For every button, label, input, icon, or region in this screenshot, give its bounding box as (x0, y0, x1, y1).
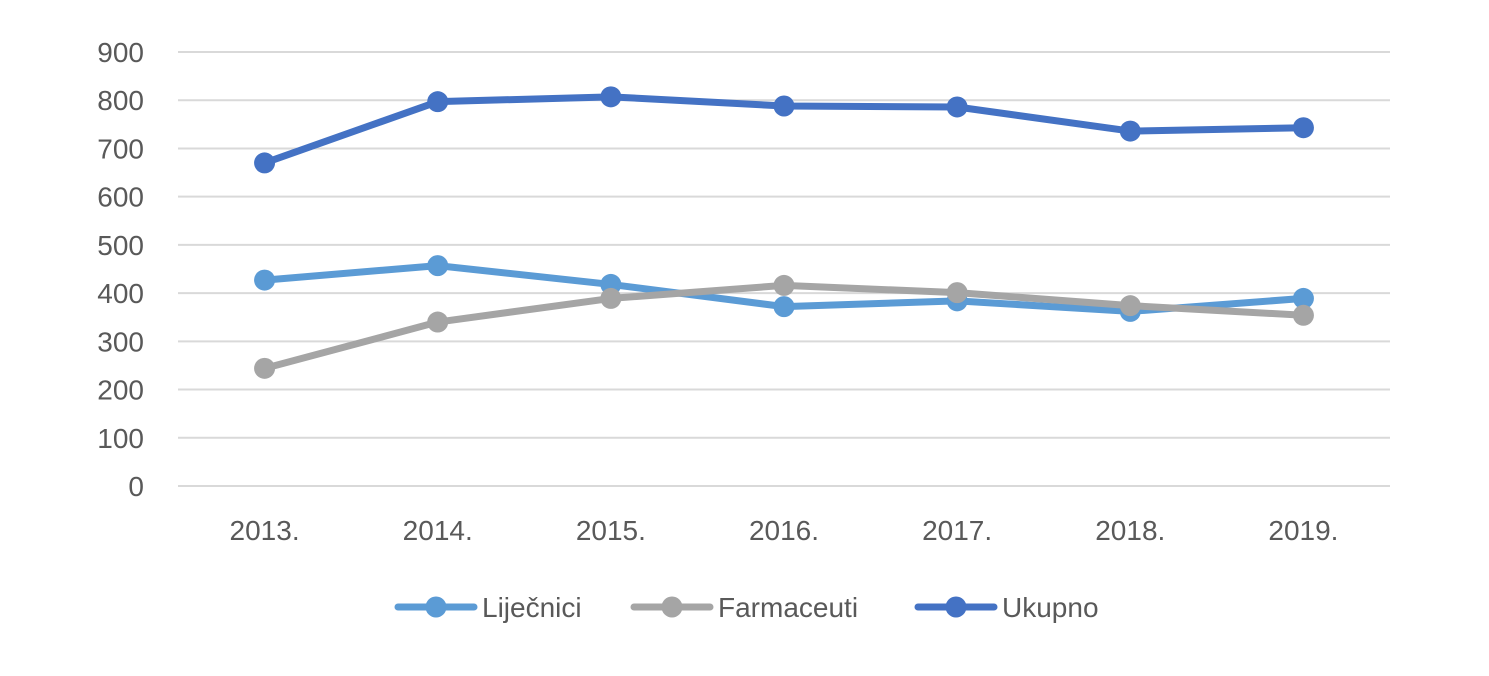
y-tick-label: 800 (97, 85, 144, 116)
legend-marker (945, 596, 967, 618)
data-point (773, 95, 795, 117)
data-point (773, 296, 795, 318)
data-point (427, 91, 449, 113)
legend-item-liječnici: Liječnici (394, 592, 582, 623)
data-point (773, 274, 795, 296)
x-tick-label: 2018. (1095, 515, 1165, 546)
legend: Liječnici Farmaceuti Ukupno (394, 592, 1099, 623)
x-tick-label: 2014. (403, 515, 473, 546)
x-tick-label: 2019. (1268, 515, 1338, 546)
x-tick-label: 2015. (576, 515, 646, 546)
legend-label: Ukupno (1002, 592, 1099, 623)
legend-label: Farmaceuti (718, 592, 858, 623)
x-tick-label: 2017. (922, 515, 992, 546)
y-tick-label: 300 (97, 326, 144, 357)
legend-marker (661, 596, 683, 618)
data-point (1292, 304, 1314, 326)
data-point (946, 96, 968, 118)
y-tick-label: 700 (97, 133, 144, 164)
x-axis-tick-labels: 2013. 2014. 2015. 2016. 2017. 2018. 2019. (230, 515, 1339, 546)
x-tick-label: 2016. (749, 515, 819, 546)
legend-marker (425, 596, 447, 618)
data-point (1292, 287, 1314, 309)
legend-label: Liječnici (482, 592, 582, 623)
data-point (427, 255, 449, 277)
data-series (254, 86, 1314, 379)
data-point (1292, 117, 1314, 139)
y-tick-label: 400 (97, 278, 144, 309)
data-point (946, 282, 968, 304)
series-ukupno (254, 86, 1314, 174)
data-point (254, 269, 276, 291)
y-tick-label: 200 (97, 375, 144, 406)
y-tick-label: 900 (97, 37, 144, 68)
data-point (1119, 295, 1141, 317)
data-point (600, 287, 622, 309)
x-tick-label: 2013. (230, 515, 300, 546)
series-farmaceuti (254, 274, 1314, 379)
data-point (427, 311, 449, 333)
legend-item-farmaceuti: Farmaceuti (630, 592, 858, 623)
y-tick-label: 600 (97, 182, 144, 213)
y-axis-tick-labels: 0 100 200 300 400 500 600 700 800 900 (97, 37, 144, 502)
y-tick-label: 0 (128, 471, 144, 502)
y-tick-label: 100 (97, 423, 144, 454)
y-tick-label: 500 (97, 230, 144, 261)
data-point (600, 86, 622, 108)
data-point (254, 152, 276, 174)
legend-item-ukupno: Ukupno (914, 592, 1099, 623)
data-point (1119, 120, 1141, 142)
data-point (254, 357, 276, 379)
